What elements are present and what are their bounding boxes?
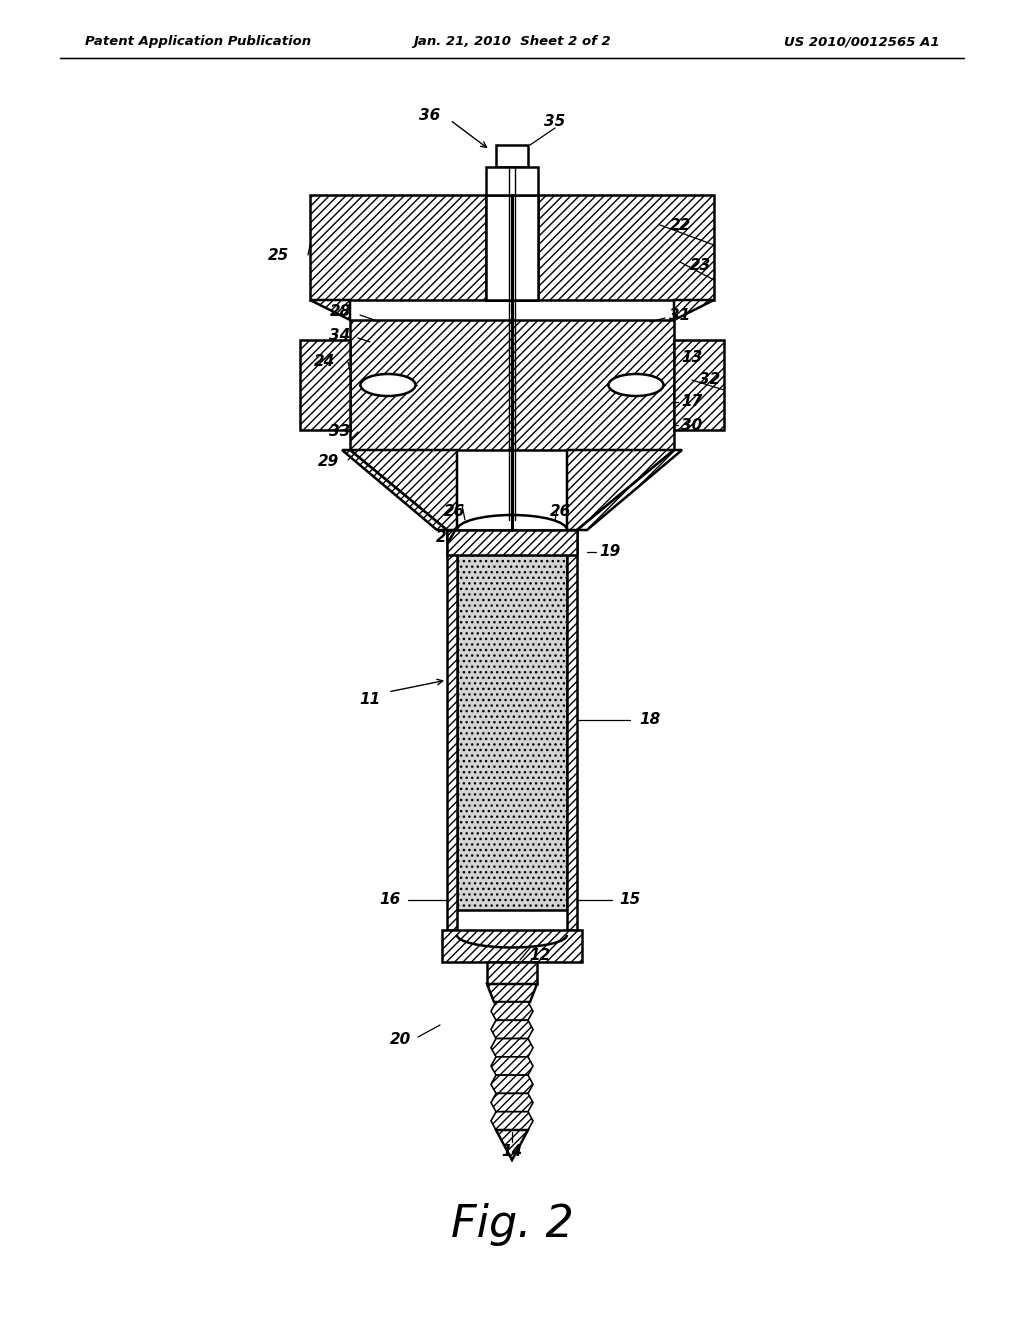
Polygon shape: [567, 450, 674, 531]
Polygon shape: [487, 983, 537, 1002]
Text: 24: 24: [314, 355, 336, 370]
Text: 20: 20: [389, 1032, 411, 1048]
Text: 36: 36: [420, 107, 440, 123]
Bar: [486, 168, 538, 195]
Bar: [310, 195, 714, 300]
Bar: [457, 531, 567, 909]
Polygon shape: [490, 1039, 534, 1057]
Polygon shape: [342, 450, 447, 531]
Text: 22: 22: [670, 218, 690, 232]
Ellipse shape: [608, 374, 664, 396]
Polygon shape: [490, 1111, 534, 1130]
Text: 25: 25: [267, 248, 289, 263]
Polygon shape: [310, 300, 350, 319]
Bar: [300, 341, 350, 430]
Text: 27: 27: [435, 529, 457, 544]
Bar: [487, 962, 537, 983]
Text: 17: 17: [681, 395, 702, 409]
Text: 34: 34: [330, 327, 350, 342]
Bar: [442, 931, 582, 962]
Polygon shape: [577, 450, 682, 531]
Bar: [674, 341, 724, 430]
Polygon shape: [490, 1002, 534, 1020]
Text: 19: 19: [599, 544, 621, 560]
Text: US 2010/0012565 A1: US 2010/0012565 A1: [784, 36, 940, 49]
Polygon shape: [350, 450, 457, 531]
Text: 13: 13: [681, 351, 702, 366]
Polygon shape: [490, 1057, 534, 1076]
Text: 35: 35: [545, 115, 565, 129]
Text: 30: 30: [681, 417, 702, 433]
Bar: [447, 531, 577, 554]
Polygon shape: [490, 1076, 534, 1093]
Bar: [486, 195, 538, 300]
Text: 23: 23: [689, 257, 711, 272]
Text: 33: 33: [330, 425, 350, 440]
Bar: [567, 531, 577, 931]
Polygon shape: [674, 300, 714, 319]
Text: 15: 15: [620, 892, 641, 908]
Text: 11: 11: [359, 693, 381, 708]
Polygon shape: [490, 1020, 534, 1039]
Text: Fig. 2: Fig. 2: [451, 1204, 573, 1246]
Text: Jan. 21, 2010  Sheet 2 of 2: Jan. 21, 2010 Sheet 2 of 2: [413, 36, 611, 49]
Text: Patent Application Publication: Patent Application Publication: [85, 36, 311, 49]
Ellipse shape: [360, 374, 416, 396]
Text: 26: 26: [549, 504, 570, 520]
Polygon shape: [496, 1130, 528, 1160]
Text: 12: 12: [529, 948, 551, 962]
Text: 16: 16: [379, 892, 400, 908]
Bar: [496, 145, 528, 168]
Bar: [447, 531, 457, 931]
Text: 32: 32: [699, 372, 721, 388]
Bar: [350, 319, 674, 450]
Text: 14: 14: [502, 1144, 522, 1159]
Text: 18: 18: [639, 713, 660, 727]
Text: 29: 29: [317, 454, 339, 470]
Bar: [486, 195, 538, 300]
Text: 26: 26: [444, 504, 466, 520]
Text: 28: 28: [330, 305, 350, 319]
Polygon shape: [490, 1093, 534, 1111]
Text: 31: 31: [670, 308, 690, 322]
